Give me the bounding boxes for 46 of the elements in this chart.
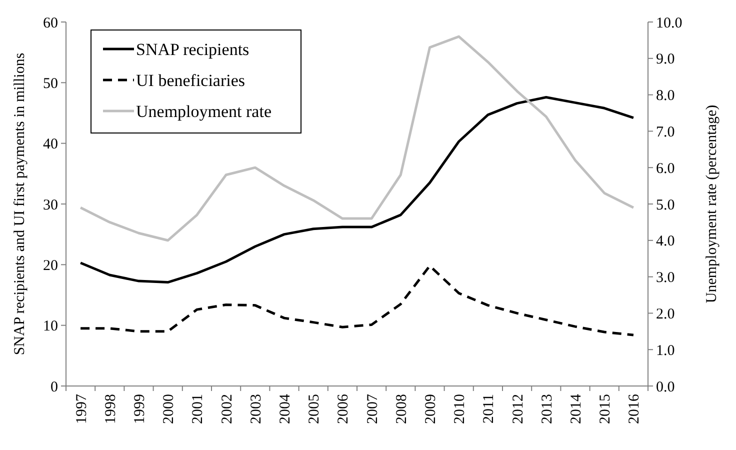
y-tick-label: 40 xyxy=(43,136,58,153)
y2-tick-label: 4.0 xyxy=(656,234,675,250)
y2-tick-label: 7.0 xyxy=(656,124,675,140)
y2-tick-label: 8.0 xyxy=(656,88,675,104)
x-tick-label: 2000 xyxy=(161,394,178,424)
y-axis-title: SNAP recipients and UI first payments in millions xyxy=(12,52,28,356)
y-tick-label: 60 xyxy=(43,15,58,32)
legend-label: Unemployment rate xyxy=(136,102,272,121)
y-tick-label: 0 xyxy=(50,379,58,396)
x-tick-label: 2002 xyxy=(219,394,236,424)
y-tick-label: 50 xyxy=(43,76,58,92)
x-tick-label: 1997 xyxy=(74,394,90,424)
y2-tick-label: 5.0 xyxy=(656,197,675,214)
y2-tick-label: 10.0 xyxy=(656,15,682,32)
y2-tick-label: 3.0 xyxy=(656,270,675,286)
x-tick-label: 1999 xyxy=(132,394,148,424)
line-series xyxy=(79,96,635,284)
line-series xyxy=(79,264,635,336)
y2-tick-label: 0.0 xyxy=(656,379,675,396)
line-series xyxy=(79,35,635,242)
x-tick-label: 2004 xyxy=(278,394,294,424)
x-tick-label: 2006 xyxy=(336,394,352,424)
y2-tick-label: 2.0 xyxy=(656,306,675,322)
x-tick-label: 2015 xyxy=(598,394,614,424)
x-tick-label: 2003 xyxy=(248,394,264,424)
x-tick-label: 2001 xyxy=(190,394,206,424)
x-tick-label: 2008 xyxy=(394,394,410,424)
x-tick-label: 2013 xyxy=(539,394,556,424)
x-tick-label: 2014 xyxy=(568,394,584,424)
legend-label: SNAP recipients xyxy=(136,40,250,59)
y2-tick-label: 6.0 xyxy=(656,160,675,177)
legend-label: UI beneficiaries xyxy=(136,70,246,90)
y2-axis-title: Unemployment rate (percentage) xyxy=(704,104,720,304)
x-tick-label: 2005 xyxy=(306,394,323,424)
y-tick-label: 30 xyxy=(43,197,58,214)
x-tick-label: 1998 xyxy=(102,394,119,424)
x-tick-label: 2009 xyxy=(423,394,439,424)
x-tick-label: 2016 xyxy=(626,394,643,424)
y2-tick-label: 9.0 xyxy=(656,52,675,68)
x-tick-label: 2007 xyxy=(364,394,381,424)
y-tick-label: 10 xyxy=(43,318,58,335)
x-tick-label: 2012 xyxy=(510,394,526,424)
y-tick-label: 20 xyxy=(43,258,58,274)
y2-tick-label: 1.0 xyxy=(656,342,675,359)
x-tick-label: 2011 xyxy=(481,394,498,424)
x-tick-label: 2010 xyxy=(452,394,468,424)
